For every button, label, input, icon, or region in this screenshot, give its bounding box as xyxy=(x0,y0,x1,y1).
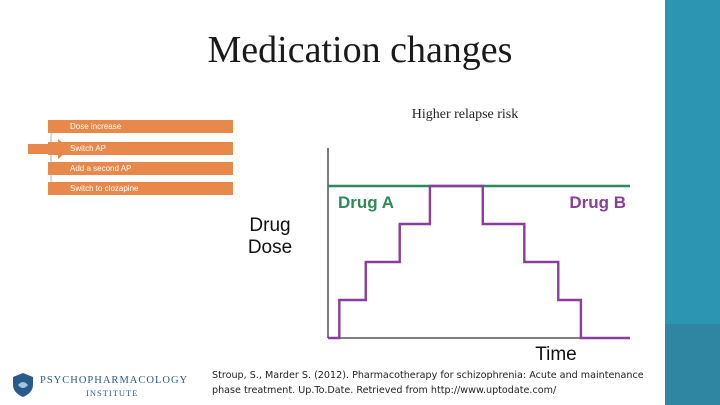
y-axis-label-word: Drug xyxy=(249,215,290,236)
step-switch-clozapine: Switch to clozapine xyxy=(48,182,233,195)
risk-label: Higher relapse risk xyxy=(411,107,519,122)
slide-title: Medication changes xyxy=(207,29,513,71)
series-label-drug-a: Drug A xyxy=(338,193,394,212)
steps-arc xyxy=(50,120,72,196)
citation-line-1: Stroup, S., Marder S. (2012). Pharmacoth… xyxy=(212,370,644,381)
logo-subname: INSTITUTE xyxy=(86,388,139,398)
accent-bar-footer xyxy=(665,324,720,405)
series-label-drug-b: Drug B xyxy=(569,193,626,212)
step-dose-increase: Dose increase xyxy=(48,120,233,133)
logo-name: PSYCHOPHARMACOLOGY xyxy=(40,375,189,386)
citation: Stroup, S., Marder S. (2012). Pharmacoth… xyxy=(212,368,662,398)
strategy-steps: Dose increase Switch AP Add a second AP … xyxy=(28,112,233,204)
series-line-drug-b xyxy=(328,184,630,340)
x-axis-label: Time xyxy=(535,344,577,365)
logo: PSYCHOPHARMACOLOGY INSTITUTE xyxy=(12,370,202,402)
step-add-second-ap: Add a second AP xyxy=(48,162,233,175)
shield-logo-icon xyxy=(13,373,33,397)
y-axis-label-word: Dose xyxy=(248,237,292,258)
step-switch-ap: Switch AP xyxy=(48,142,233,155)
citation-line-2: phase treatment. Up.To.Date. Retrieved f… xyxy=(212,385,557,396)
